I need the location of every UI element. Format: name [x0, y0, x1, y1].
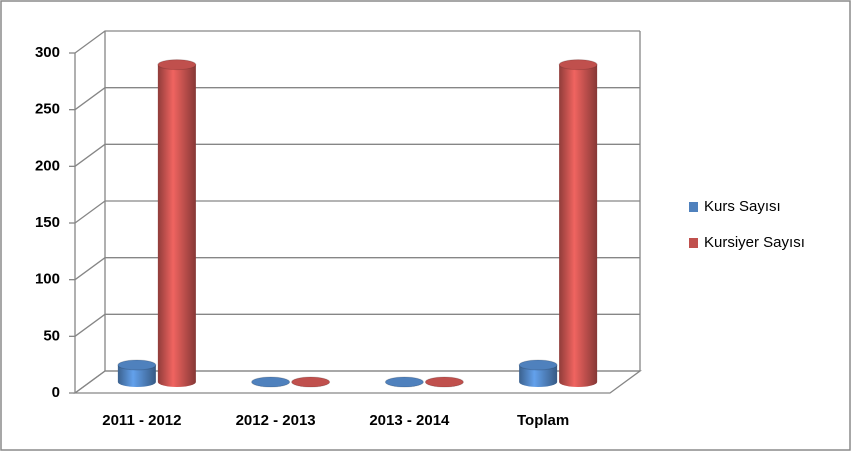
- y-tick-label: 200: [35, 157, 60, 174]
- y-tick-label: 0: [52, 384, 60, 401]
- grid-line: [74, 257, 640, 281]
- legend-swatch: [689, 202, 698, 212]
- grid-line: [74, 87, 640, 111]
- x-tick-label: 2011 - 2012: [102, 412, 181, 429]
- grid-line: [74, 313, 640, 337]
- grid-line: [74, 143, 640, 167]
- grid-line: [74, 200, 640, 224]
- x-tick-label: 2012 - 2013: [236, 412, 316, 429]
- y-tick-label: 300: [35, 44, 60, 61]
- x-tick-label: 2013 - 2014: [369, 412, 450, 429]
- x-tick-label: Toplam: [517, 412, 569, 429]
- bar: [424, 376, 464, 388]
- legend-label: Kursiyer Sayısı: [704, 234, 805, 251]
- grid-line: [74, 370, 640, 394]
- legend-label: Kurs Sayısı: [704, 198, 781, 215]
- bar: [251, 376, 291, 388]
- bar: [518, 359, 558, 387]
- y-tick-label: 150: [35, 214, 60, 231]
- bar: [117, 359, 157, 387]
- legend-swatch: [689, 238, 698, 248]
- bar: [384, 376, 424, 388]
- y-tick-label: 250: [35, 101, 60, 118]
- y-tick-label: 100: [35, 271, 60, 288]
- bar: [558, 59, 598, 388]
- bar: [291, 376, 331, 388]
- bar: [157, 59, 197, 388]
- grid-line: [74, 30, 640, 54]
- y-tick-label: 50: [43, 327, 60, 344]
